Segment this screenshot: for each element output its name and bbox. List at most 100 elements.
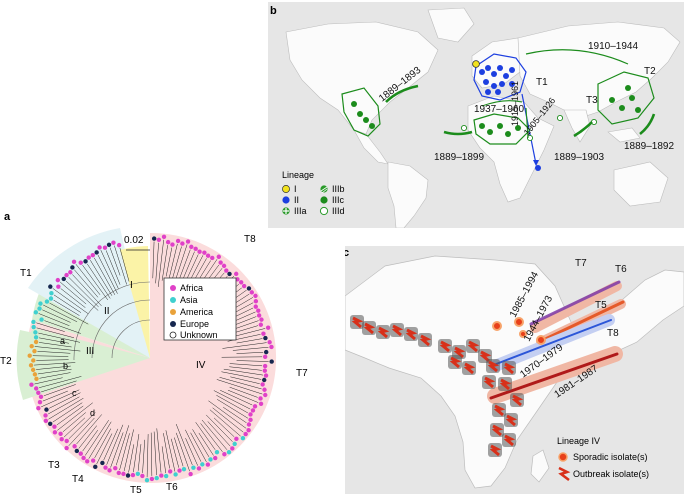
- tree-tip: [31, 368, 35, 372]
- tree-tip: [234, 437, 238, 441]
- tree-tip: [247, 286, 251, 290]
- tree-tip: [111, 241, 115, 245]
- tree-tip: [91, 253, 95, 257]
- tree-tip: [38, 400, 42, 404]
- tree-tip: [136, 472, 140, 476]
- tree-tip: [81, 456, 85, 460]
- tree-tip: [49, 291, 53, 295]
- tree-tip: [267, 340, 271, 344]
- legend-sporadic: Sporadic isolate(s): [573, 452, 648, 462]
- panel-c-africa-map: c 1985–1994 1944–1973 1970–1979 1981–19: [345, 246, 684, 494]
- tree-tip: [200, 462, 204, 466]
- tree-tip: [38, 301, 42, 305]
- lineage-label-II: II: [104, 306, 110, 317]
- tree-tip: [65, 439, 69, 443]
- tree-tip: [52, 424, 56, 428]
- cluster-label-T3: T3: [48, 460, 60, 471]
- tree-tip: [31, 358, 35, 362]
- tree-tip: [87, 255, 91, 259]
- subclade-label-a: a: [60, 336, 65, 346]
- tree-tip: [44, 419, 48, 423]
- tree-tip: [217, 255, 221, 259]
- tree-tip: [93, 465, 97, 469]
- cluster-t3-label: T3: [586, 95, 598, 106]
- tree-tip: [97, 245, 101, 249]
- tree-tip: [83, 259, 87, 263]
- cluster-label-T6: T6: [166, 482, 178, 493]
- tree-tip: [263, 393, 267, 397]
- tree-tip: [248, 418, 252, 422]
- tree-tip: [257, 313, 261, 317]
- tree-tip: [39, 317, 43, 321]
- legend-title: Lineage: [282, 170, 314, 180]
- tree-tip: [261, 331, 265, 335]
- tree-tip: [259, 402, 263, 406]
- tree-tip: [34, 340, 38, 344]
- tree-tip: [241, 436, 245, 440]
- label-1889-1899: 1889–1899: [434, 152, 484, 163]
- tree-tip: [259, 317, 263, 321]
- tree-tip: [176, 239, 180, 243]
- tree-tip: [49, 296, 53, 300]
- tree-tip: [260, 382, 264, 386]
- tree-tip: [230, 446, 234, 450]
- cluster-t1-label: T1: [536, 77, 548, 88]
- tree-tip: [202, 250, 206, 254]
- lineage-wedges: [17, 228, 276, 483]
- tree-tip: [64, 273, 68, 277]
- tree-tip: [269, 345, 273, 349]
- tree-tip: [258, 396, 262, 400]
- tree-tip: [44, 407, 48, 411]
- tree-tip: [94, 250, 98, 254]
- legend-label-IIIc: IIIc: [332, 195, 345, 205]
- tree-tip: [193, 247, 197, 251]
- tree-tip: [117, 471, 121, 475]
- tree-tip: [253, 404, 257, 408]
- tree-tip: [164, 474, 168, 478]
- legend-outbreak: Outbreak isolate(s): [573, 469, 649, 479]
- tree-tip: [247, 422, 251, 426]
- tree-tip: [155, 476, 159, 480]
- tree-tip: [37, 306, 41, 310]
- legend-label-II: II: [294, 195, 299, 205]
- legend-label-IIIb: IIIb: [332, 184, 345, 194]
- lineage-i-point: [473, 61, 480, 68]
- cluster-label-T5: T5: [130, 485, 142, 496]
- tree-tip: [264, 373, 268, 377]
- tree-tip: [152, 236, 156, 240]
- label-1889-1892: 1889–1892: [624, 141, 674, 152]
- tree-tip: [188, 472, 192, 476]
- tree-tip: [170, 242, 174, 246]
- tree-tip: [126, 473, 130, 477]
- tree-tip: [34, 335, 38, 339]
- tree-tip: [91, 458, 95, 462]
- panel-c-letter: c: [345, 247, 349, 259]
- panel-a-letter: a: [4, 211, 11, 223]
- cluster-label-T8-c: T8: [607, 328, 619, 339]
- tree-tip: [262, 388, 266, 392]
- tree-tip: [131, 473, 135, 477]
- tree-tip: [218, 260, 222, 264]
- tree-tip: [79, 260, 83, 264]
- tree-tip: [72, 260, 76, 264]
- subclade-label-b: b: [63, 361, 68, 371]
- tree-tip: [48, 422, 52, 426]
- tree-tip: [197, 466, 201, 470]
- tree-tip: [157, 238, 161, 242]
- legend-america: America: [180, 307, 213, 317]
- tree-tip: [39, 395, 43, 399]
- tree-tip: [173, 472, 177, 476]
- tree-tip: [45, 299, 49, 303]
- tree-tip: [33, 372, 37, 376]
- tree-tip: [213, 456, 217, 460]
- cluster-label-T1: T1: [20, 268, 32, 279]
- cluster-label-T2: T2: [0, 356, 12, 367]
- scale-label: 0.02: [124, 235, 144, 246]
- tree-tip: [242, 284, 246, 288]
- tree-tip: [197, 250, 201, 254]
- panel-b-world-map: b 1910–1944 1889–1893 1937–1960 1915–196…: [268, 2, 684, 228]
- tree-tip: [266, 325, 270, 329]
- lineage-label-IV: IV: [196, 360, 206, 371]
- tree-tip: [208, 457, 212, 461]
- tree-tip: [28, 353, 32, 357]
